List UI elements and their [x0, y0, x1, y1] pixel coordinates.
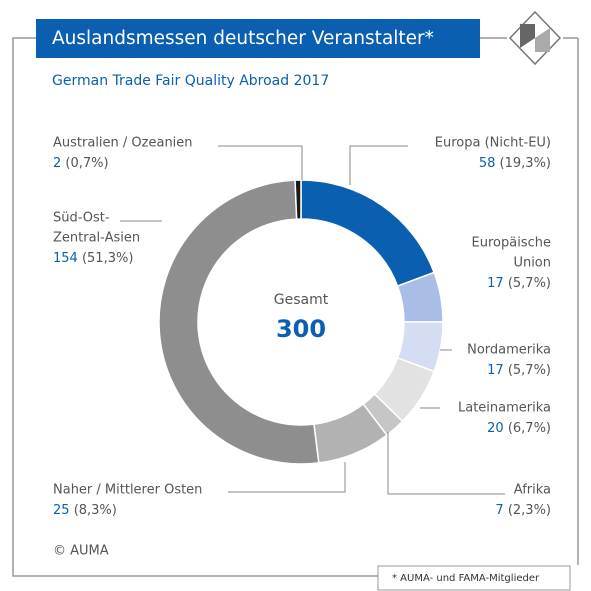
leader-line	[228, 462, 346, 493]
value-label: 20 (6,7%)	[487, 421, 551, 436]
percent: (0,7%)	[65, 156, 108, 171]
donut-segment	[300, 179, 436, 288]
subtitle: German Trade Fair Quality Abroad 2017	[52, 73, 329, 89]
footnote: * AUMA- und FAMA-Mitglieder	[392, 573, 540, 584]
value-label: 17 (5,7%)	[487, 276, 551, 291]
chart-title: Auslandsmessen deutscher Veranstalter*	[52, 28, 434, 49]
percent: (5,7%)	[508, 363, 551, 378]
category-label: Süd-Ost-	[53, 211, 110, 226]
value: 7	[495, 503, 503, 518]
logo	[508, 10, 562, 66]
source: © AUMA	[53, 544, 109, 559]
value: 25	[53, 503, 70, 518]
footnote-box	[377, 565, 571, 591]
category-label: Zentral-Asien	[53, 231, 140, 246]
percent: (8,3%)	[74, 503, 117, 518]
value-label: 7 (2,3%)	[495, 503, 551, 518]
leader-line	[349, 145, 408, 185]
value: 58	[479, 156, 496, 171]
value: 17	[487, 363, 504, 378]
title-banner	[36, 19, 480, 58]
value-label: 58 (19,3%)	[479, 156, 551, 171]
category-label: Naher / Mittlerer Osten	[53, 483, 202, 498]
center-label: Gesamt	[274, 292, 329, 308]
value: 17	[487, 276, 504, 291]
category-label: Union	[513, 256, 551, 271]
percent: (51,3%)	[82, 251, 133, 266]
percent: (2,3%)	[508, 503, 551, 518]
value-label: 25 (8,3%)	[53, 503, 117, 518]
value-label: 17 (5,7%)	[487, 363, 551, 378]
category-label: Europäische	[472, 236, 551, 251]
category-label: Afrika	[514, 483, 551, 498]
value-label: 2 (0,7%)	[53, 156, 109, 171]
category-label: Australien / Ozeanien	[53, 136, 193, 151]
leader-line	[387, 432, 505, 495]
category-label: Lateinamerika	[458, 401, 551, 416]
percent: (19,3%)	[500, 156, 551, 171]
category-label: Nordamerika	[467, 343, 551, 358]
value: 2	[53, 156, 61, 171]
value-label: 154 (51,3%)	[53, 251, 133, 266]
percent: (5,7%)	[508, 276, 551, 291]
category-label: Europa (Nicht-EU)	[435, 136, 551, 151]
percent: (6,7%)	[508, 421, 551, 436]
value: 20	[487, 421, 504, 436]
donut-segment	[158, 179, 320, 465]
leader-line	[218, 145, 303, 180]
donut-segment	[294, 179, 302, 220]
value: 154	[53, 251, 78, 266]
frame	[12, 37, 378, 577]
total: 300	[276, 315, 326, 343]
